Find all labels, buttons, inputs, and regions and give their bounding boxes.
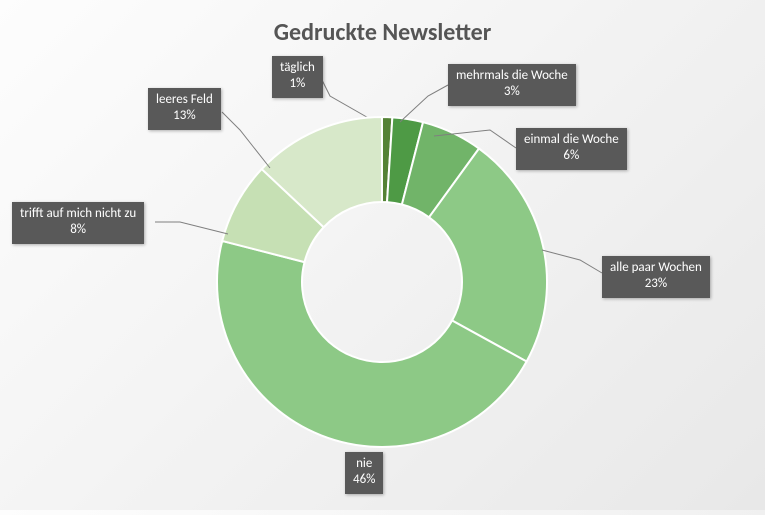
slice-label: leeres Feld13%	[148, 88, 221, 130]
slice-label-text: einmal die Woche	[524, 132, 619, 147]
slice-label-text: trifft auf mich nicht zu	[20, 206, 136, 221]
slice-label-pct: 3%	[456, 84, 568, 100]
slice-label: alle paar Wochen23%	[602, 256, 710, 298]
slice-label-text: mehrmals die Woche	[456, 68, 568, 83]
slice-label: trifft auf mich nicht zu8%	[12, 202, 144, 244]
leader-line	[155, 222, 228, 234]
slice-label-pct: 13%	[156, 108, 213, 124]
donut-chart	[0, 0, 765, 510]
leader-line	[542, 250, 602, 273]
slice-label-pct: 23%	[610, 276, 702, 292]
slice-label-pct: 46%	[353, 472, 375, 488]
slice-label: täglich1%	[272, 56, 323, 98]
slice-label-pct: 6%	[524, 148, 619, 164]
slice-label: nie46%	[345, 452, 383, 494]
leader-line	[321, 78, 372, 120]
slice-label-pct: 1%	[280, 76, 315, 92]
slice-label: einmal die Woche6%	[516, 128, 627, 170]
slice-label: mehrmals die Woche3%	[448, 64, 576, 106]
slice-label-text: leeres Feld	[156, 92, 213, 107]
slice-label-text: täglich	[280, 60, 315, 75]
leader-line	[400, 85, 448, 122]
slice-label-text: nie	[356, 456, 372, 471]
slice-label-text: alle paar Wochen	[610, 260, 702, 275]
slice-label-pct: 8%	[20, 222, 136, 238]
leader-line	[222, 112, 270, 168]
